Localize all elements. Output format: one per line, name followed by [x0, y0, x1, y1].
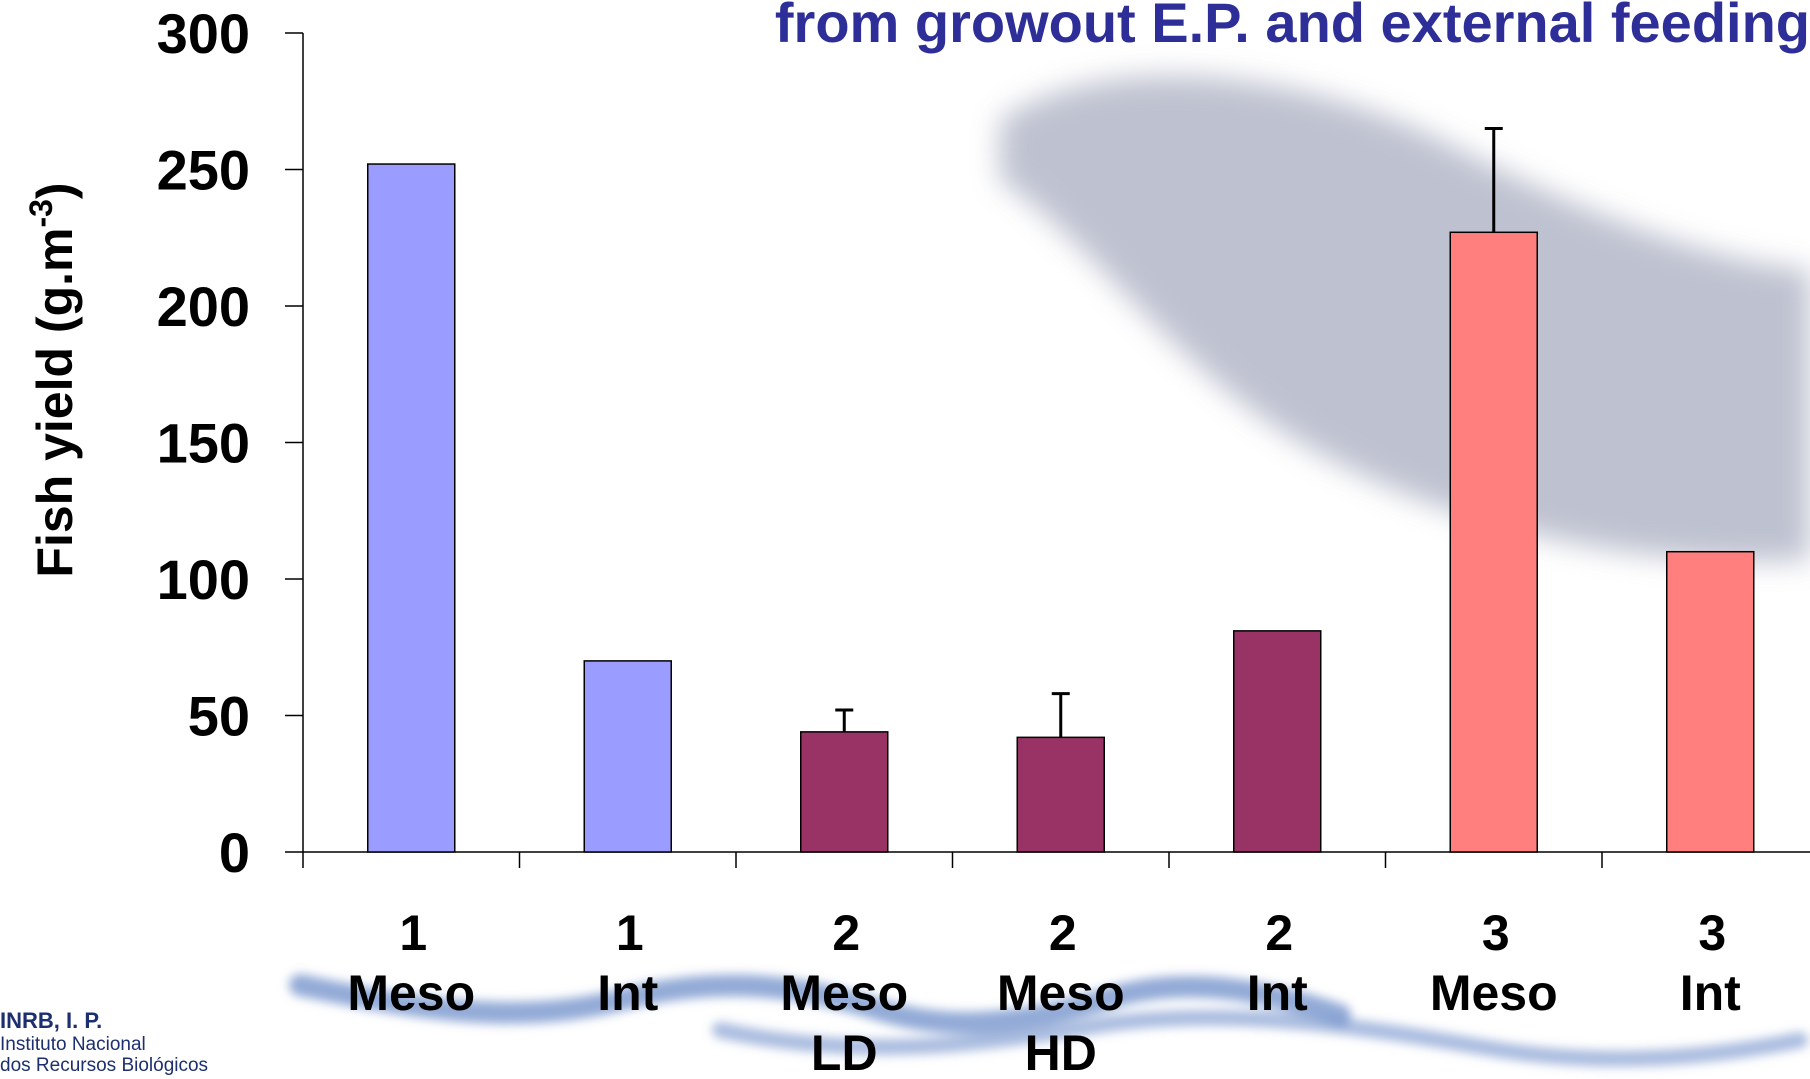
y-tick-label: 200 [157, 275, 250, 338]
bar-2 [583, 660, 672, 853]
y-tick-label: 300 [157, 2, 250, 65]
x-label-3-line-1: Meso [780, 965, 908, 1021]
watermark-fish-body [1000, 75, 1810, 562]
y-axis-label-tail: ) [27, 182, 83, 199]
y-tick-label: 150 [157, 412, 250, 475]
y-axis-label-base: Fish yield (g.m [27, 228, 83, 578]
x-label-4-line-1: Meso [997, 965, 1125, 1021]
chart-title: from growout E.P. and external feeding [775, 0, 1810, 54]
wave-decoration [289, 974, 1808, 1067]
x-label-group-6: 3 [1482, 905, 1510, 961]
x-label-group-4: 2 [1049, 905, 1077, 961]
y-axis-label: Fish yield (g.m-3) [23, 182, 83, 577]
x-label-group-1: 1 [399, 905, 427, 961]
plot-area: 0 50 100 150 200 250 300 [157, 2, 1810, 884]
bar-4 [1016, 736, 1105, 853]
x-label-group-2: 1 [616, 905, 644, 961]
bar-6 [1449, 231, 1538, 853]
fish-watermark [1000, 75, 1810, 562]
y-tick-label: 100 [157, 548, 250, 611]
bar-1 [367, 163, 456, 853]
y-tick-label: 50 [188, 685, 250, 748]
y-axis-label-superscript: -3 [23, 199, 59, 227]
x-label-7-line-1: Int [1680, 965, 1741, 1021]
watermark-fish-head [1010, 80, 1280, 190]
x-label-1-line-1: Meso [347, 965, 475, 1021]
x-label-group-5: 2 [1265, 905, 1293, 961]
bar-5 [1233, 630, 1322, 853]
logo-line-1: Instituto Nacional [0, 1034, 146, 1055]
bar-7 [1666, 550, 1755, 853]
bars-layer [367, 127, 1755, 853]
x-label-group-7: 3 [1698, 905, 1726, 961]
logo-org: INRB, I. P. [0, 1008, 103, 1033]
x-label-3-line-2: LD [811, 1025, 878, 1079]
y-tick-label: 0 [219, 821, 250, 884]
wave-upper [289, 974, 1351, 1034]
wave-lower [712, 1009, 1808, 1067]
x-label-6-line-1: Meso [1430, 965, 1558, 1021]
bar-3 [800, 731, 889, 853]
x-label-2-line-1: Int [597, 965, 658, 1021]
x-label-4-line-2: HD [1025, 1025, 1097, 1079]
logo-line-2: dos Recursos Biológicos [0, 1055, 209, 1076]
x-label-group-3: 2 [832, 905, 860, 961]
x-label-5-line-1: Int [1247, 965, 1308, 1021]
y-tick-label: 250 [157, 139, 250, 202]
institution-logo: INRB, I. P. Instituto Nacional dos Recur… [0, 1008, 300, 1076]
